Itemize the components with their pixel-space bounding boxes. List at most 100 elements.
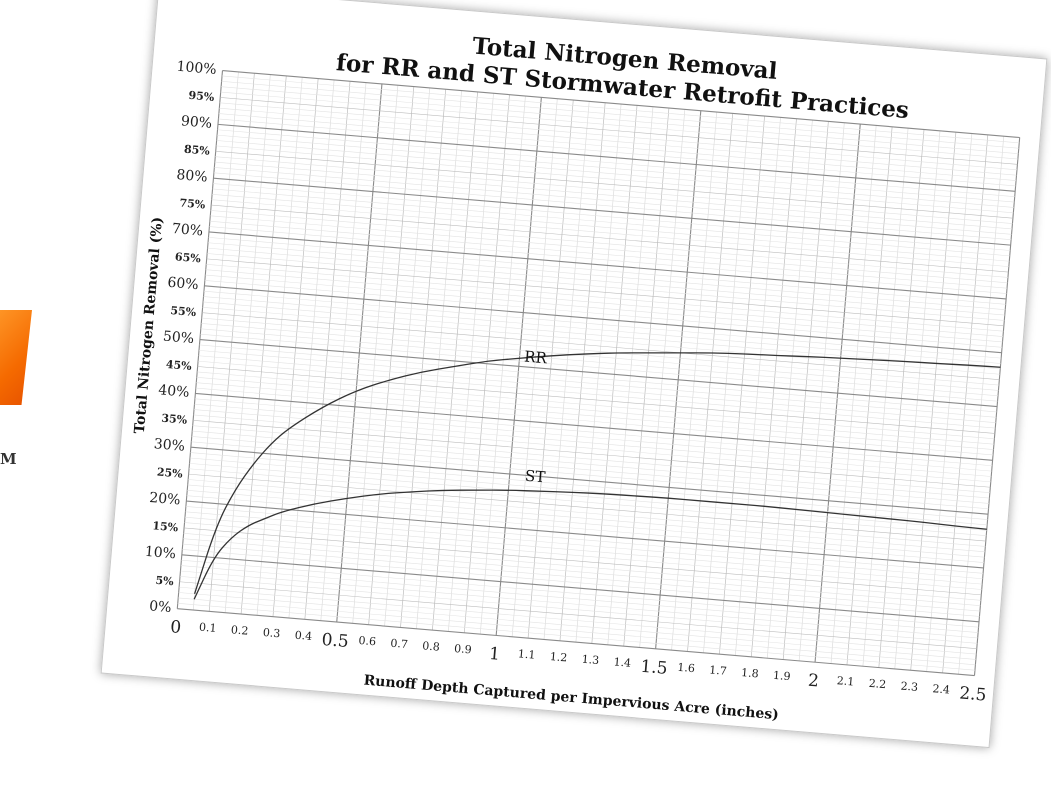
grid-line-horizontal [205, 274, 1003, 343]
nitrogen-removal-chart: RR ST 0% 5% 10% 15% 20% 25% 30% 35% 40% 45% 50% 55% 6… [132, 32, 1021, 724]
grid-line-horizontal [202, 307, 1000, 375]
grid-line-horizontal [182, 549, 980, 617]
x-tick-label: 2.1 [836, 674, 855, 688]
grid-line-horizontal [181, 559, 979, 628]
x-tick-label: 2 [807, 671, 819, 692]
grid-line-horizontal [201, 323, 999, 391]
grid-line-horizontal [188, 473, 986, 542]
grid-line-horizontal [212, 188, 1010, 257]
y-tick-label: 35% [161, 412, 188, 427]
grid-line-horizontal [213, 177, 1011, 246]
chart-paper: RR ST 0% 5% 10% 15% 20% 25% 30% 35% 40% 45% 50% 55% 6… [100, 0, 1048, 749]
grid-line-horizontal [184, 522, 982, 590]
x-tick-label: 1.1 [517, 647, 536, 661]
grid-line-horizontal [217, 129, 1015, 197]
grid-line-horizontal [193, 409, 992, 477]
grid-line-horizontal [222, 70, 1020, 139]
x-tick-label: 2.5 [959, 683, 988, 705]
grid-line-horizontal [198, 360, 996, 429]
grid-line-horizontal [200, 333, 998, 402]
grid-line-horizontal [211, 204, 1009, 273]
y-tick-label: 70% [171, 221, 203, 240]
grid-line-horizontal [184, 516, 983, 585]
grid-line-horizontal [205, 269, 1003, 337]
left-edge-letter: M [0, 450, 17, 468]
grid-line-horizontal [212, 194, 1010, 262]
grid-line-horizontal [204, 285, 1002, 354]
grid-line-horizontal [192, 430, 990, 499]
x-tick-label: 0.7 [390, 637, 409, 651]
x-tick-label: 2.4 [932, 682, 951, 696]
grid-line-horizontal [191, 436, 989, 504]
x-axis-title: Runoff Depth Captured per Impervious Acr… [363, 673, 779, 724]
grid-line-horizontal [197, 371, 995, 440]
grid-line-horizontal [199, 344, 997, 413]
left-edge-fragment: M [0, 300, 40, 480]
grid-line-horizontal [186, 500, 984, 569]
y-tick-label: 95% [188, 89, 215, 104]
series-label-st: ST [524, 467, 546, 487]
grid-line-horizontal [180, 565, 979, 633]
grid-line-horizontal [179, 586, 977, 655]
grid-line-horizontal [196, 382, 994, 450]
y-tick-label: 30% [153, 436, 185, 455]
grid-line-horizontal [203, 301, 1001, 370]
x-tick-label: 0.8 [422, 639, 441, 653]
grid-line-horizontal [222, 75, 1020, 144]
y-tick-label: 20% [149, 490, 181, 509]
series-line-rr [193, 352, 1001, 595]
grid-line-horizontal [206, 263, 1004, 332]
grid-line-horizontal [200, 328, 999, 397]
x-tick-label: 0.2 [230, 623, 249, 637]
x-tick-label: 1.8 [741, 666, 760, 680]
y-tick-label: 50% [162, 329, 194, 348]
y-tick-label: 55% [170, 304, 197, 319]
chart-curves: RR ST [193, 347, 1001, 600]
y-tick-label: 60% [167, 275, 199, 294]
grid-line-horizontal [214, 167, 1012, 235]
grid-line-horizontal [193, 420, 991, 488]
x-tick-label: 1.3 [581, 653, 600, 667]
grid-line-horizontal [187, 489, 985, 558]
grid-line-horizontal [193, 414, 991, 483]
grid-line-horizontal [203, 296, 1001, 364]
x-tick-label: 2.3 [900, 679, 919, 693]
x-tick-labels: 0 0.1 0.2 0.3 0.4 0.5 0.6 0.7 0.8 0.9 1 1.1 1.2 1.3 1.… [169, 617, 987, 705]
x-tick-label: 1.9 [773, 669, 792, 683]
x-tick-label: 1.4 [613, 655, 632, 669]
grid-line-horizontal [208, 242, 1006, 310]
grid-line-horizontal [221, 81, 1019, 149]
grid-line-horizontal [207, 247, 1005, 316]
orange-logo-fragment-icon [0, 310, 32, 405]
chart-grid [176, 70, 1021, 677]
y-tick-label: 5% [155, 574, 175, 589]
y-axis-title: Total Nitrogen Removal (%) [132, 216, 166, 434]
y-tick-label: 80% [176, 167, 208, 186]
x-tick-label: 0.6 [358, 634, 377, 648]
grid-line-horizontal [216, 145, 1014, 214]
grid-line-horizontal [210, 215, 1008, 284]
grid-line-horizontal [208, 237, 1006, 305]
y-tick-label: 25% [156, 465, 183, 480]
y-tick-label: 45% [165, 358, 192, 373]
grid-line-horizontal [198, 355, 996, 423]
grid-line-horizontal [210, 210, 1008, 278]
grid-line-horizontal [178, 592, 976, 660]
y-tick-label: 15% [152, 519, 179, 534]
grid-line-horizontal [190, 452, 988, 520]
grid-line-horizontal [198, 350, 997, 418]
grid-line-horizontal [187, 484, 985, 553]
grid-line-horizontal [195, 392, 993, 461]
series-line-st [193, 489, 987, 600]
grid-line-horizontal [194, 398, 993, 467]
x-tick-label: 0.3 [262, 626, 281, 640]
y-tick-label: 85% [183, 143, 210, 158]
grid-line-horizontal [189, 463, 987, 531]
grid-line-horizontal [194, 403, 992, 472]
grid-line-horizontal [178, 597, 976, 666]
x-tick-label: 1.6 [677, 661, 696, 675]
grid-line-horizontal [217, 134, 1015, 203]
grid-line-horizontal [177, 608, 975, 677]
y-tick-label: 0% [149, 598, 172, 616]
grid-line-horizontal [181, 554, 980, 623]
